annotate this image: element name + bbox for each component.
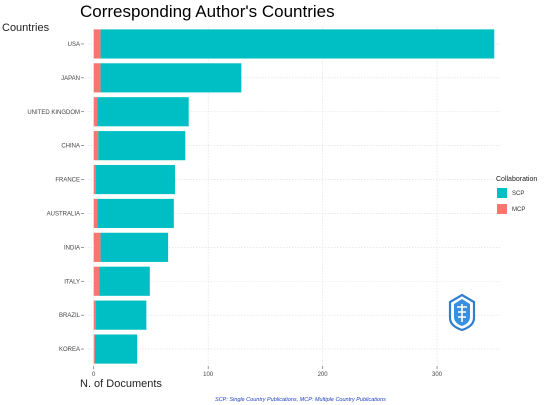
bar-mcp	[93, 164, 97, 195]
grid-layer	[88, 27, 500, 366]
y-tick-label: UNITED KINGDOM	[27, 110, 80, 116]
y-tick-layer: USA JAPAN UNITED KINGDOM CHINA FRANCE AUSTRAL…	[27, 42, 84, 353]
y-tick-label: BRAZIL	[59, 313, 81, 319]
y-tick-label: USA	[68, 42, 80, 48]
bar-mcp	[93, 232, 101, 262]
x-axis-title: N. of Documents	[80, 378, 162, 390]
bar-scp	[97, 97, 189, 127]
shield-logo-icon	[448, 293, 476, 332]
y-axis-title: Countries	[2, 22, 50, 34]
y-tick-label: AUSTRALIA	[47, 211, 80, 217]
bar-mcp	[93, 300, 97, 330]
bar-scp	[96, 164, 175, 195]
legend-swatch-mcp	[497, 204, 507, 214]
bar-mcp	[93, 131, 99, 161]
legend-label-mcp: MCP	[512, 207, 525, 213]
legend: Collaboration SCP MCP	[496, 176, 537, 214]
bar-scp	[98, 131, 186, 161]
bar-scp	[99, 266, 150, 296]
y-tick-label: KOREA	[59, 347, 80, 353]
bar-mcp	[93, 334, 95, 364]
legend-label-scp: SCP	[512, 191, 524, 197]
legend-title: Collaboration	[496, 176, 537, 183]
x-tick-label: 200	[318, 372, 329, 378]
chart-caption: SCP: Single Country Publications, MCP: M…	[215, 397, 386, 403]
bar-scp	[96, 300, 147, 330]
y-tick-label: FRANCE	[55, 178, 80, 184]
bar-scp	[100, 29, 495, 59]
x-tick-label: 100	[203, 372, 214, 378]
y-tick-label: INDIA	[64, 245, 80, 251]
bar-mcp	[93, 198, 98, 229]
legend-items: SCP MCP	[497, 188, 525, 214]
chart-title: Corresponding Author's Countries	[80, 2, 335, 21]
x-tick-label: 0	[92, 372, 96, 378]
y-tick-label: ITALY	[64, 279, 80, 285]
y-tick-label: JAPAN	[61, 76, 80, 82]
y-tick-label: CHINA	[61, 144, 80, 150]
bar-scp	[100, 63, 242, 93]
bar-mcp	[93, 266, 100, 296]
bar-mcp	[93, 29, 101, 59]
x-tick-layer: 0 100 200 300	[92, 366, 443, 378]
bar-mcp	[93, 97, 98, 127]
legend-swatch-scp	[497, 188, 507, 198]
bar-scp	[94, 334, 138, 364]
bar-mcp	[93, 63, 101, 93]
bar-scp	[97, 198, 174, 229]
bars-layer	[93, 29, 495, 364]
bar-scp	[100, 232, 169, 262]
x-tick-label: 300	[432, 372, 443, 378]
